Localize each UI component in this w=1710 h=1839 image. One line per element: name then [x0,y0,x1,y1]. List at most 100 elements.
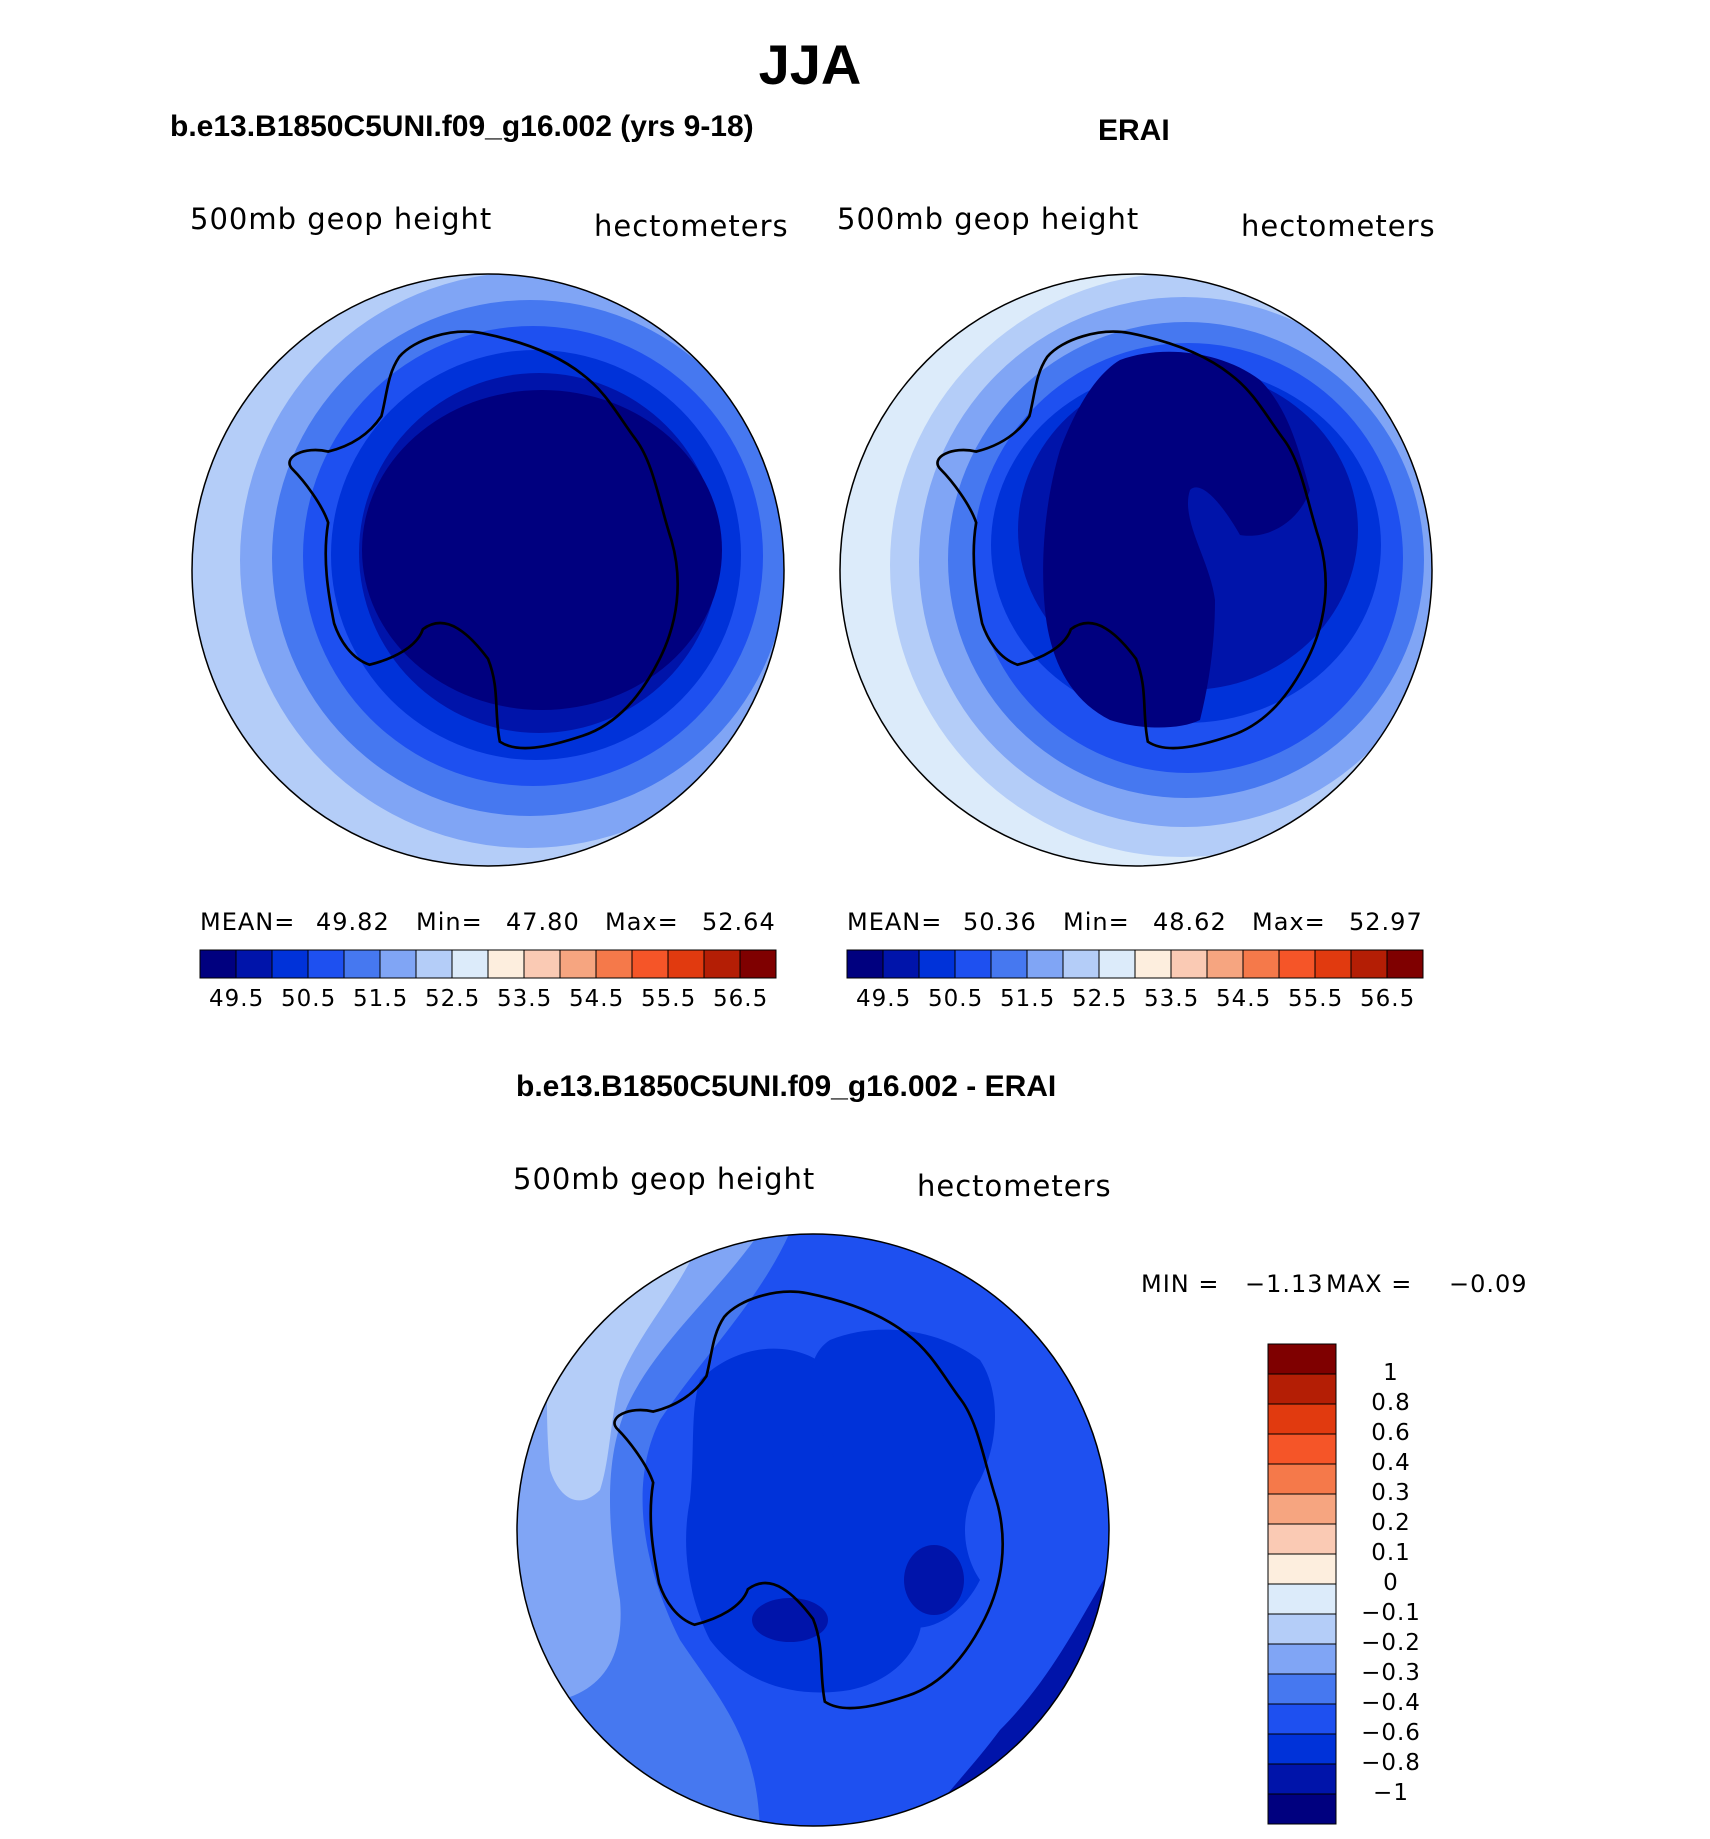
diff-max-label: MAX = [1326,1270,1413,1298]
model-colorbar-swatch [235,949,273,979]
model-colorbar-swatch [199,949,237,979]
model-colorbar-swatch [523,949,561,979]
obs-max-label: Max= [1252,908,1326,936]
model-mean-label: MEAN= [200,908,296,936]
diff-colorbar-swatch [1267,1793,1337,1825]
model-colorbar-tick-label: 53.5 [497,986,553,1012]
model-min-value: 47.80 [506,908,580,936]
model-colorbar-swatch [667,949,705,979]
diff-colorbar-swatch [1267,1673,1337,1705]
diff-contour-band [686,1348,922,1693]
obs-colorbar-tick-label: 54.5 [1216,986,1272,1012]
obs-colorbar-swatch [1134,949,1172,979]
model-colorbar-tick-label: 50.5 [281,986,337,1012]
obs-min-label: Min= [1063,908,1130,936]
model-contour-band [362,390,722,710]
diff-colorbar-tick-label: 0.3 [1371,1480,1411,1506]
obs-colorbar-swatch [1242,949,1280,979]
diff-contour-band [904,1545,964,1615]
diff-min-label: MIN = [1141,1270,1220,1298]
diff-colorbar-tick-label: −0.8 [1361,1750,1421,1776]
diff-colorbar-swatch [1267,1403,1337,1435]
model-colorbar-swatch [739,949,777,979]
model-max-value: 52.64 [702,908,776,936]
obs-mean-value: 50.36 [963,908,1037,936]
obs-colorbar-swatch [1206,949,1244,979]
obs-colorbar-tick-label: 50.5 [928,986,984,1012]
obs-colorbar-swatch [1350,949,1388,979]
diff-colorbar [1267,1343,1337,1825]
model-panel-title: b.e13.B1850C5UNI.f09_g16.002 (yrs 9-18) [170,110,754,143]
diff-colorbar-swatch [1267,1493,1337,1525]
model-colorbar-swatch [631,949,669,979]
obs-max-value: 52.97 [1349,908,1423,936]
diff-colorbar-tick-label: −0.6 [1361,1720,1421,1746]
diff-colorbar-tick-label: −0.3 [1361,1660,1421,1686]
figure-title: JJA [758,33,862,96]
obs-min-value: 48.62 [1153,908,1227,936]
model-colorbar [199,949,777,979]
diff-min-value: −1.13 [1245,1270,1324,1298]
model-colorbar-swatch [451,949,489,979]
obs-colorbar-tick-label: 51.5 [1000,986,1056,1012]
obs-colorbar-swatch [954,949,992,979]
model-variable-label: 500mb geop height [190,202,493,236]
model-colorbar-tick-label: 51.5 [353,986,409,1012]
obs-colorbar-tick-label: 49.5 [856,986,912,1012]
obs-contour-band [1043,351,1310,728]
diff-colorbar-swatch [1267,1463,1337,1495]
model-colorbar-swatch [271,949,309,979]
model-colorbar-swatch [307,949,345,979]
model-colorbar-swatch [379,949,417,979]
model-colorbar-swatch [415,949,453,979]
obs-colorbar-swatch [1170,949,1208,979]
diff-colorbar-swatch [1267,1703,1337,1735]
diff-colorbar-swatch [1267,1523,1337,1555]
obs-colorbar-swatch [1386,949,1424,979]
diff-colorbar-swatch [1267,1373,1337,1405]
model-colorbar-swatch [487,949,525,979]
diff-colorbar-swatch [1267,1343,1337,1375]
diff-colorbar-swatch [1267,1613,1337,1645]
obs-colorbar-tick-label: 56.5 [1360,986,1416,1012]
model-min-label: Min= [416,908,483,936]
obs-colorbar-swatch [846,949,884,979]
diff-colorbar-swatch [1267,1643,1337,1675]
model-colorbar-swatch [703,949,741,979]
diff-colorbar-tick-label: 0.8 [1371,1390,1411,1416]
diff-colorbar-tick-label: −1 [1373,1780,1409,1806]
diff-units-label: hectometers [917,1169,1112,1203]
diff-colorbar-swatch [1267,1763,1337,1795]
obs-colorbar-tick-label: 52.5 [1072,986,1128,1012]
model-colorbar-tick-label: 52.5 [425,986,481,1012]
model-units-label: hectometers [594,209,789,243]
obs-colorbar-swatch [1062,949,1100,979]
obs-colorbar-swatch [1314,949,1352,979]
obs-colorbar-tick-label: 53.5 [1144,986,1200,1012]
diff-colorbar-tick-label: −0.1 [1361,1600,1421,1626]
diff-colorbar-swatch [1267,1553,1337,1585]
obs-variable-label: 500mb geop height [837,202,1140,236]
obs-colorbar-swatch [918,949,956,979]
diff-colorbar-tick-label: 0.2 [1371,1510,1411,1536]
model-map [190,272,816,872]
obs-units-label: hectometers [1241,209,1436,243]
model-colorbar-tick-label: 54.5 [569,986,625,1012]
obs-colorbar [846,949,1424,979]
diff-colorbar-tick-label: 1 [1383,1360,1399,1386]
diff-colorbar-tick-label: −0.2 [1361,1630,1421,1656]
obs-colorbar-swatch [882,949,920,979]
model-mean-value: 49.82 [316,908,390,936]
diff-map [515,1232,1115,1839]
diff-colorbar-tick-label: 0.6 [1371,1420,1411,1446]
obs-mean-label: MEAN= [847,908,943,936]
diff-colorbar-tick-label: 0.1 [1371,1540,1411,1566]
model-map-border [191,273,785,867]
obs-map-border [839,273,1433,867]
diff-map-border [516,1233,1110,1827]
diff-colorbar-swatch [1267,1433,1337,1465]
model-colorbar-tick-label: 49.5 [209,986,265,1012]
obs-map [838,272,1474,872]
diff-colorbar-tick-label: −0.4 [1361,1690,1421,1716]
obs-colorbar-tick-label: 55.5 [1288,986,1344,1012]
